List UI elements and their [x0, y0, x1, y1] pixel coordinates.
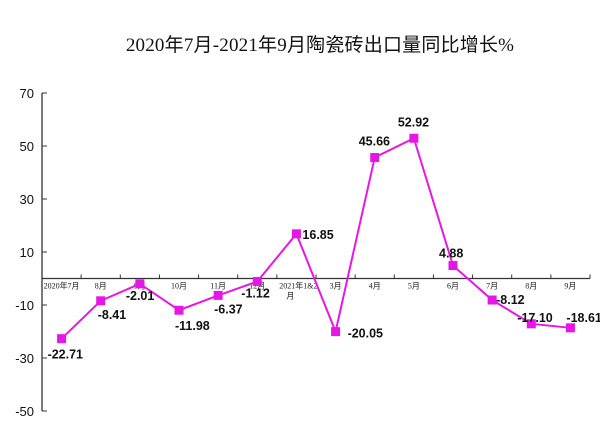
data-point-marker: [252, 276, 262, 286]
data-point-marker: [526, 319, 536, 329]
x-tick-label: 12月: [249, 282, 265, 291]
chart-title: 2020年7月-2021年9月陶瓷砖出口量同比增长%: [125, 35, 515, 56]
x-tick-label: 2021年1&2: [279, 281, 317, 291]
data-label: -2.01: [126, 289, 155, 303]
data-point-marker: [57, 334, 67, 344]
y-tick-label: -50: [15, 404, 34, 419]
x-axis-ticks: 2020年7月 8月 9月 10月 11月 12月 2021年1&2月 3月 4月 5月 6月 7月 8…: [44, 274, 591, 301]
data-series-line: [57, 133, 575, 344]
data-point-marker: [487, 295, 497, 305]
data-point-marker: [331, 327, 341, 337]
x-tick-label: 8月: [525, 282, 537, 291]
data-point-marker: [291, 229, 301, 239]
data-point-marker: [96, 296, 106, 306]
data-label: -17.10: [517, 311, 552, 325]
data-label: 16.85: [302, 228, 333, 242]
data-label: -8.12: [496, 293, 525, 307]
y-tick-label: 70: [20, 86, 34, 101]
chart-axes: [41, 93, 590, 411]
y-axis-ticks: 70 50 30 10 -10 -30 -50: [15, 86, 47, 419]
y-tick-label: 10: [20, 245, 34, 260]
data-point-marker: [135, 279, 145, 289]
x-tick-label: 11月: [210, 282, 226, 291]
data-labels: -22.71 -8.41 -2.01 -11.98 -6.37 -1.12 16.85 -20…: [48, 115, 600, 361]
data-label: -22.71: [48, 348, 83, 362]
data-point-marker: [448, 261, 458, 271]
data-point-marker: [213, 290, 223, 300]
y-tick-label: -10: [15, 298, 34, 313]
data-label: 52.92: [398, 115, 429, 129]
y-tick-label: 50: [20, 139, 34, 154]
data-label: -8.41: [98, 308, 127, 322]
data-point-marker: [565, 323, 575, 333]
data-label: -11.98: [175, 319, 210, 333]
x-tick-label: 7月: [486, 282, 498, 291]
x-tick-label: 4月: [369, 282, 381, 291]
x-tick-label: 10月: [171, 282, 187, 291]
x-tick-label: 9月: [564, 282, 576, 291]
x-tick-label-cont: 月: [286, 292, 294, 301]
data-label: -20.05: [348, 327, 383, 341]
series-line: [60, 136, 571, 340]
x-tick-label: 2020年7月: [44, 281, 80, 291]
y-tick-label: -30: [15, 351, 34, 366]
x-tick-label: 5月: [408, 282, 420, 291]
data-label: -1.12: [241, 286, 270, 300]
x-tick-label: 6月: [447, 282, 459, 291]
data-label: 45.66: [359, 135, 390, 149]
data-label: 4.88: [439, 247, 463, 261]
data-point-marker: [174, 305, 184, 315]
data-label: -6.37: [214, 302, 243, 316]
x-tick-label: 8月: [95, 282, 107, 291]
y-tick-label: 30: [20, 192, 34, 207]
data-point-marker: [370, 153, 380, 163]
data-point-marker: [409, 133, 419, 143]
data-label: -18.61: [566, 311, 600, 325]
x-tick-label: 3月: [330, 282, 342, 291]
